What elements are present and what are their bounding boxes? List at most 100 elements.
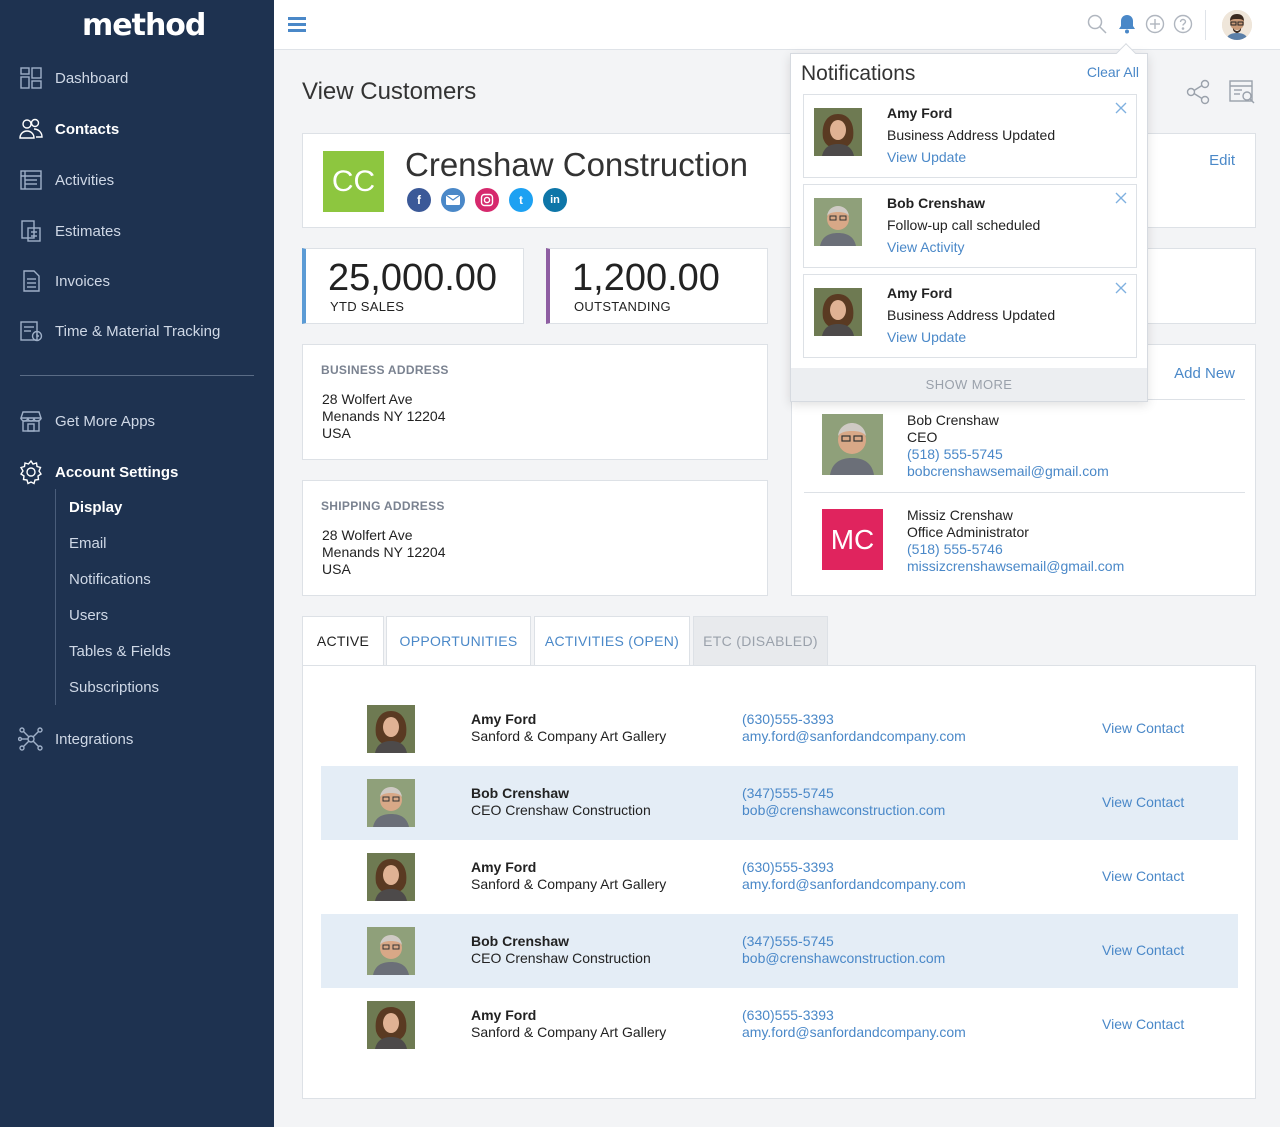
tab-etc-disabled: ETC (DISABLED) xyxy=(693,616,828,666)
sidebar-item-contacts[interactable]: Contacts xyxy=(18,112,119,146)
clear-all-button[interactable]: Clear All xyxy=(1086,64,1139,80)
search-icon[interactable] xyxy=(1086,13,1108,35)
avatar-amy xyxy=(814,288,862,336)
close-icon[interactable] xyxy=(1114,191,1128,205)
close-icon[interactable] xyxy=(1114,101,1128,115)
edit-customer-link[interactable]: Edit xyxy=(1209,152,1235,169)
avatar-amy xyxy=(367,1001,415,1049)
invoices-icon xyxy=(18,268,44,294)
row-company: CEO Crenshaw Construction xyxy=(471,802,651,818)
row-phone[interactable]: (347)555-5745 xyxy=(742,933,834,949)
notification-item[interactable]: Amy Ford Business Address Updated View U… xyxy=(803,274,1137,358)
contact-phone[interactable]: (518) 555-5745 xyxy=(907,446,1003,462)
subnav-item-tables-fields[interactable]: Tables & Fields xyxy=(69,642,171,660)
sidebar-item-dashboard[interactable]: Dashboard xyxy=(18,61,128,95)
address-line: Menands NY 12204 xyxy=(322,408,446,424)
sidebar-item-account-settings[interactable]: Account Settings xyxy=(18,455,178,489)
stat-label: YTD SALES xyxy=(330,299,405,314)
row-email[interactable]: bob@crenshawconstruction.com xyxy=(742,802,946,818)
sidebar: method Dashboard Contacts Activities Est… xyxy=(0,0,274,1127)
notification-item[interactable]: Amy Ford Business Address Updated View U… xyxy=(803,94,1137,178)
row-name: Bob Crenshaw xyxy=(471,785,570,801)
show-more-button[interactable]: SHOW MORE xyxy=(791,368,1147,401)
user-avatar[interactable] xyxy=(1222,10,1252,40)
notification-name: Amy Ford xyxy=(887,105,953,121)
notification-link[interactable]: View Activity xyxy=(887,239,965,255)
view-contact-link[interactable]: View Contact xyxy=(1102,720,1185,736)
add-circle-icon[interactable] xyxy=(1144,13,1166,35)
avatar-bob xyxy=(367,779,415,827)
view-contact-link[interactable]: View Contact xyxy=(1102,868,1185,884)
notification-message: Follow-up call scheduled xyxy=(887,217,1041,233)
sidebar-item-invoices[interactable]: Invoices xyxy=(18,264,110,298)
add-new-contact-link[interactable]: Add New xyxy=(1174,365,1235,382)
subnav-item-notifications[interactable]: Notifications xyxy=(69,570,151,588)
sidebar-item-get-more-apps[interactable]: Get More Apps xyxy=(18,404,155,438)
sidebar-item-integrations[interactable]: Integrations xyxy=(18,722,133,756)
contact-phone[interactable]: (518) 555-5746 xyxy=(907,541,1003,557)
avatar-bob xyxy=(814,198,862,246)
subnav-item-users[interactable]: Users xyxy=(69,606,109,624)
contact-initials-badge: MC xyxy=(822,509,883,570)
row-phone[interactable]: (630)555-3393 xyxy=(742,1007,834,1023)
subnav-item-subscriptions[interactable]: Subscriptions xyxy=(69,678,160,696)
contact-email[interactable]: bobcrenshawsemail@gmail.com xyxy=(907,463,1109,479)
tab-activities-open[interactable]: ACTIVITIES (OPEN) xyxy=(534,616,690,666)
sidebar-item-label: Dashboard xyxy=(55,69,129,87)
business-address-heading: BUSINESS ADDRESS xyxy=(321,363,449,377)
contact-name: Missiz Crenshaw xyxy=(907,507,1013,523)
shipping-address-heading: SHIPPING ADDRESS xyxy=(321,499,445,513)
avatar-amy xyxy=(367,705,415,753)
row-email[interactable]: amy.ford@sanfordandcompany.com xyxy=(742,876,966,892)
row-phone[interactable]: (630)555-3393 xyxy=(742,859,834,875)
row-email[interactable]: amy.ford@sanfordandcompany.com xyxy=(742,1024,966,1040)
contact-item: MC Missiz Crenshaw Office Administrator … xyxy=(804,493,1245,585)
linkedin-icon[interactable]: in xyxy=(543,188,567,212)
instagram-icon[interactable] xyxy=(475,188,499,212)
facebook-icon[interactable]: f xyxy=(407,188,431,212)
row-phone[interactable]: (347)555-5745 xyxy=(742,785,834,801)
email-icon[interactable] xyxy=(441,188,465,212)
view-contact-link[interactable]: View Contact xyxy=(1102,794,1185,810)
address-line: 28 Wolfert Ave xyxy=(322,391,413,407)
report-icon[interactable] xyxy=(1228,78,1256,106)
bell-icon[interactable] xyxy=(1116,13,1138,35)
twitter-icon[interactable]: t xyxy=(509,188,533,212)
subnav-item-email[interactable]: Email xyxy=(69,534,107,552)
tab-opportunities[interactable]: OPPORTUNITIES xyxy=(386,616,531,666)
method-logo[interactable]: method xyxy=(82,8,206,43)
sidebar-item-label: Contacts xyxy=(55,120,120,138)
sidebar-item-label: Estimates xyxy=(55,222,121,240)
contacts-icon xyxy=(18,116,44,142)
help-icon[interactable] xyxy=(1172,13,1194,35)
sidebar-item-time-material[interactable]: Time & Material Tracking xyxy=(18,314,220,348)
close-icon[interactable] xyxy=(1114,281,1128,295)
table-row: Amy Ford Sanford & Company Art Gallery (… xyxy=(321,988,1238,1062)
row-email[interactable]: amy.ford@sanfordandcompany.com xyxy=(742,728,966,744)
avatar-amy xyxy=(367,853,415,901)
notification-link[interactable]: View Update xyxy=(887,329,967,345)
notification-message: Business Address Updated xyxy=(887,127,1056,143)
notifications-title: Notifications xyxy=(801,62,916,85)
sidebar-item-estimates[interactable]: Estimates xyxy=(18,214,121,248)
row-phone[interactable]: (630)555-3393 xyxy=(742,711,834,727)
share-icon[interactable] xyxy=(1184,78,1212,106)
notification-link[interactable]: View Update xyxy=(887,149,967,165)
tab-active[interactable]: ACTIVE xyxy=(302,616,384,666)
gear-icon xyxy=(18,459,44,485)
sidebar-item-activities[interactable]: Activities xyxy=(18,163,114,197)
subnav-item-display[interactable]: Display xyxy=(69,498,123,516)
row-name: Amy Ford xyxy=(471,711,537,727)
stat-card-hidden xyxy=(1147,248,1256,324)
sidebar-item-label: Invoices xyxy=(55,272,111,290)
stat-ytd-sales: 25,000.00 YTD SALES xyxy=(302,248,524,324)
row-email[interactable]: bob@crenshawconstruction.com xyxy=(742,950,946,966)
view-contact-link[interactable]: View Contact xyxy=(1102,942,1185,958)
sidebar-item-label: Account Settings xyxy=(55,463,179,481)
hamburger-menu-icon[interactable] xyxy=(288,17,306,33)
view-contact-link[interactable]: View Contact xyxy=(1102,1016,1185,1032)
stat-label: OUTSTANDING xyxy=(574,299,671,314)
top-bar xyxy=(274,0,1280,50)
notification-item[interactable]: Bob Crenshaw Follow-up call scheduled Vi… xyxy=(803,184,1137,268)
contact-email[interactable]: missizcrenshawsemail@gmail.com xyxy=(907,558,1125,574)
